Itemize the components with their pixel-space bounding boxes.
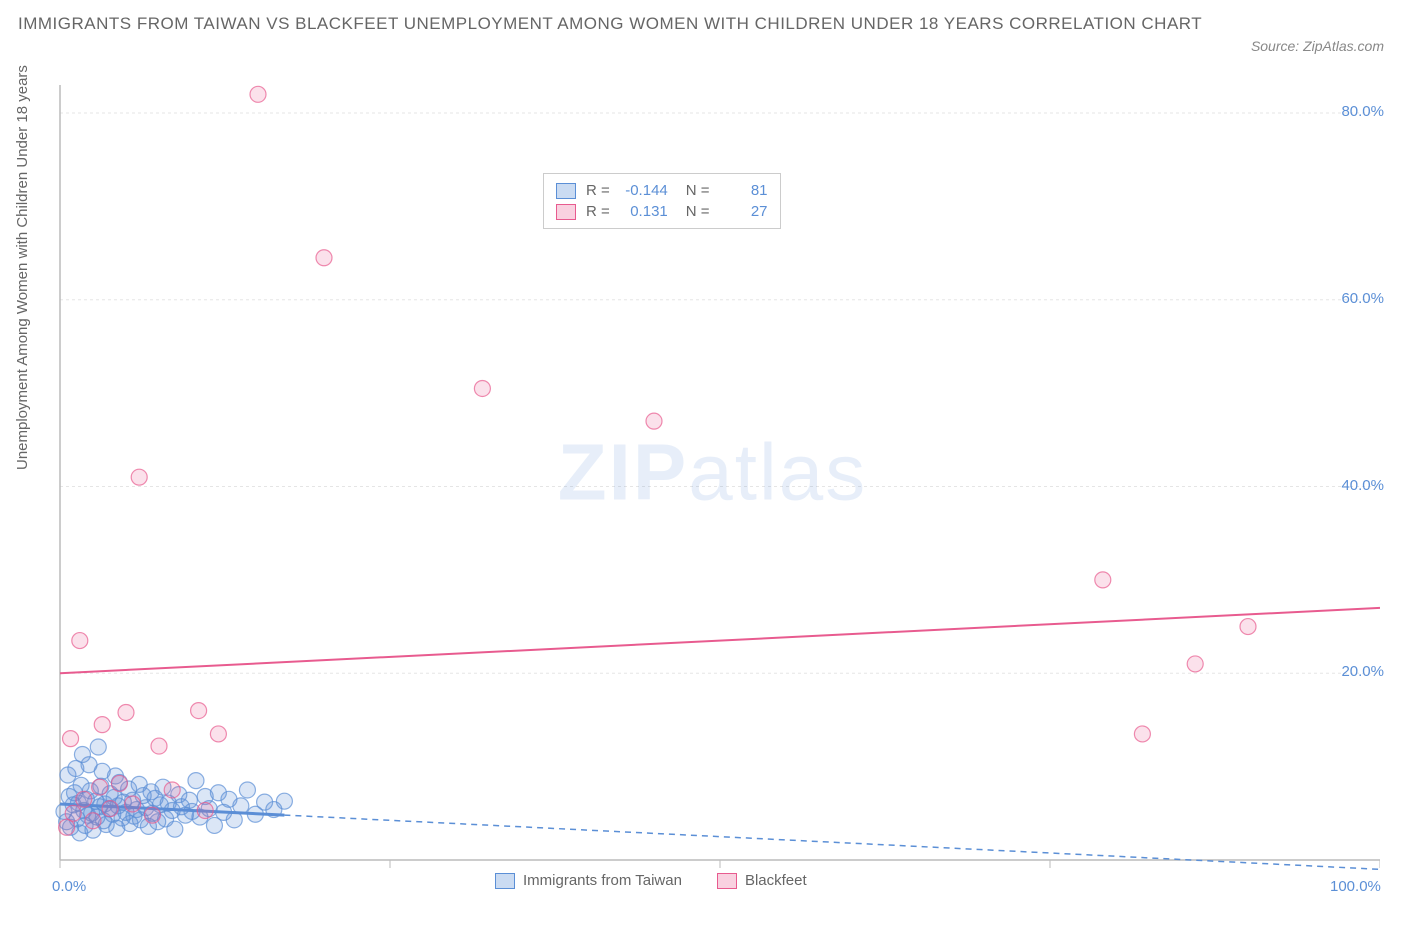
stats-box: R = -0.144 N = 81 R = 0.131 N = 27 [543, 173, 781, 229]
swatch-series2 [717, 873, 737, 889]
swatch-series2 [556, 204, 576, 220]
y-tick-label: 40.0% [1341, 477, 1384, 494]
legend-label: Blackfeet [745, 872, 807, 889]
stats-row-series1: R = -0.144 N = 81 [556, 180, 768, 201]
stat-label: N = [686, 182, 710, 199]
y-tick-label: 60.0% [1341, 290, 1384, 307]
stat-value-n2: 27 [720, 203, 768, 220]
stat-value-r1: -0.144 [620, 182, 668, 199]
y-tick-label: 80.0% [1341, 103, 1384, 120]
y-tick-label: 20.0% [1341, 663, 1384, 680]
source-citation: Source: ZipAtlas.com [1251, 38, 1384, 54]
chart-title: IMMIGRANTS FROM TAIWAN VS BLACKFEET UNEM… [18, 10, 1256, 37]
swatch-series1 [556, 183, 576, 199]
y-axis-label: Unemployment Among Women with Children U… [14, 65, 31, 470]
x-tick-label: 100.0% [1330, 878, 1381, 895]
stat-label: N = [686, 203, 710, 220]
stat-value-r2: 0.131 [620, 203, 668, 220]
stats-row-series2: R = 0.131 N = 27 [556, 201, 768, 222]
legend-item-series2: Blackfeet [717, 872, 807, 889]
legend: Immigrants from Taiwan Blackfeet [495, 872, 807, 889]
stat-label: R = [586, 203, 610, 220]
swatch-series1 [495, 873, 515, 889]
legend-item-series1: Immigrants from Taiwan [495, 872, 682, 889]
stat-label: R = [586, 182, 610, 199]
legend-label: Immigrants from Taiwan [523, 872, 682, 889]
stat-value-n1: 81 [720, 182, 768, 199]
chart-area: ZIPatlas R = -0.144 N = 81 R = 0.131 N =… [45, 85, 1380, 875]
x-tick-label: 0.0% [52, 878, 86, 895]
